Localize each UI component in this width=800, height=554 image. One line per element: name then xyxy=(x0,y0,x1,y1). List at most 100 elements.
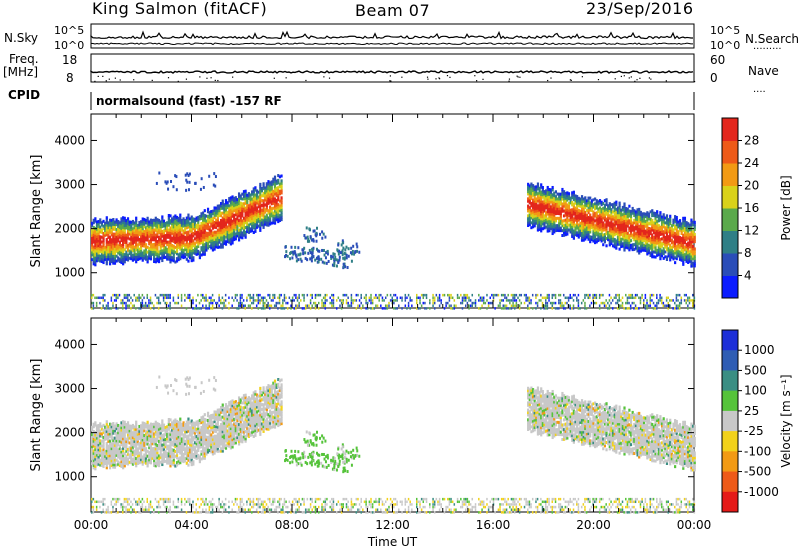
velocity-ytick-label: 4000 xyxy=(54,337,85,351)
power-colorbar-segment xyxy=(722,140,738,164)
power-colorbar-segment xyxy=(722,185,738,209)
nave-dot xyxy=(401,76,403,78)
velocity-cbar-tick-label: -1000 xyxy=(744,485,779,499)
nave-dot xyxy=(650,78,652,80)
nsky-tick-bottom: 10^0 xyxy=(54,39,85,52)
velocity-ylabel: Slant Range [km] xyxy=(29,359,44,472)
power-cbar-tick-label: 8 xyxy=(744,246,752,260)
xtick-label: 04:00 xyxy=(174,518,209,532)
power-colorbar-segment xyxy=(722,230,738,254)
power-cbar-tick-label: 4 xyxy=(744,269,752,283)
power-data xyxy=(91,171,696,310)
velocity-colorbar-segment xyxy=(722,471,738,493)
nave-dot xyxy=(630,76,632,78)
nave-dot xyxy=(570,79,572,81)
power-cbar-tick-label: 20 xyxy=(744,179,759,193)
xtick-label: 00:00 xyxy=(74,518,109,532)
nave-dot xyxy=(634,80,636,82)
nave-dot xyxy=(328,77,331,79)
velocity-colorbar-label: Velocity [m s⁻¹] xyxy=(779,374,793,467)
power-colorbar-segment xyxy=(722,275,738,299)
power-cbar-tick-label: 28 xyxy=(744,134,759,148)
nave-dot xyxy=(97,75,99,78)
power-ylabel: Slant Range [km] xyxy=(29,155,44,268)
velocity-cbar-tick-label: 25 xyxy=(744,404,759,418)
nsky-label: N.Sky xyxy=(4,31,39,45)
nave-dot xyxy=(427,78,429,80)
nsearch-tick-top: 10^5 xyxy=(710,24,741,37)
date-label: 23/Sep/2016 xyxy=(586,0,694,18)
beam-label: Beam 07 xyxy=(355,1,431,20)
nave-dot xyxy=(94,80,96,82)
nave-dot xyxy=(389,75,391,77)
power-colorbar-label: Power [dB] xyxy=(779,175,793,240)
nsearch-trace xyxy=(90,42,694,46)
cpid-label: CPID xyxy=(8,88,41,102)
nave-dot xyxy=(426,76,429,78)
nave-dot xyxy=(614,78,616,80)
velocity-colorbar-segment xyxy=(722,431,738,452)
nsky-tick-top: 10^5 xyxy=(54,24,85,37)
velocity-colorbar-segment xyxy=(722,491,738,513)
power-colorbar-segment xyxy=(722,163,738,186)
nave-dot xyxy=(435,78,437,80)
nave-dot xyxy=(217,79,219,82)
nsearch-tick-bottom: 10^0 xyxy=(710,39,741,52)
velocity-colorbar-frame xyxy=(721,329,739,513)
nave-dot xyxy=(519,76,521,78)
nave-dot xyxy=(508,80,510,82)
xtick-label: 16:00 xyxy=(476,518,511,532)
velocity-cbar-tick-label: 100 xyxy=(744,384,767,398)
nsearch-dots: ......... xyxy=(753,41,782,52)
power-ytick-label: 1000 xyxy=(54,266,85,280)
nave-dot xyxy=(569,79,571,81)
nave-dot xyxy=(639,77,641,79)
nave-dot xyxy=(547,79,549,82)
nave-dot xyxy=(449,76,451,78)
nave-label: Nave xyxy=(748,64,779,78)
freq-unit: [MHz] xyxy=(3,65,39,79)
nave-tick-top: 60 xyxy=(710,53,726,67)
velocity-cbar-tick-label: -100 xyxy=(744,444,771,458)
nave-dot xyxy=(648,77,651,79)
nave-dot xyxy=(438,77,440,79)
nave-dot xyxy=(206,77,208,79)
xtick-label: 08:00 xyxy=(275,518,310,532)
nave-dot xyxy=(285,77,287,79)
velocity-colorbar-segment xyxy=(722,390,738,412)
freq-label: Freq. xyxy=(9,52,39,66)
nave-dot xyxy=(323,76,325,78)
power-colorbar-segment xyxy=(722,208,738,231)
velocity-colorbar-segment xyxy=(722,330,738,351)
nave-dot xyxy=(474,75,476,77)
power-ytick-label: 3000 xyxy=(54,178,85,192)
velocity-cbar-tick-label: 1000 xyxy=(744,343,775,357)
nave-dot xyxy=(105,80,107,82)
freq-tick-top: 18 xyxy=(62,53,78,67)
nave-dot xyxy=(167,77,170,79)
nave-dot xyxy=(446,75,449,77)
freq-trace xyxy=(90,70,694,74)
nave-dot xyxy=(693,80,696,83)
nave-dot xyxy=(438,78,441,80)
nave-dot xyxy=(476,80,478,82)
nave-dot xyxy=(102,75,104,77)
nave-dot xyxy=(636,79,638,81)
nave-dot xyxy=(581,76,583,78)
radar-title: King Salmon (fitACF) xyxy=(92,0,268,18)
power-cbar-tick-label: 12 xyxy=(744,224,759,238)
power-ytick-label: 4000 xyxy=(54,133,85,147)
nave-dot xyxy=(620,75,622,78)
nave-dot xyxy=(177,80,179,82)
velocity-colorbar-segment xyxy=(722,370,738,392)
power-colorbar-segment xyxy=(722,253,738,276)
nave-dot xyxy=(185,78,188,80)
nave-dot xyxy=(133,79,135,81)
nave-dot xyxy=(516,75,518,77)
nave-dot xyxy=(114,77,116,79)
xtick-label: 20:00 xyxy=(576,518,611,532)
nave-dot xyxy=(199,76,201,78)
velocity-colorbar-segment xyxy=(722,350,738,371)
nave-dot xyxy=(232,76,234,78)
